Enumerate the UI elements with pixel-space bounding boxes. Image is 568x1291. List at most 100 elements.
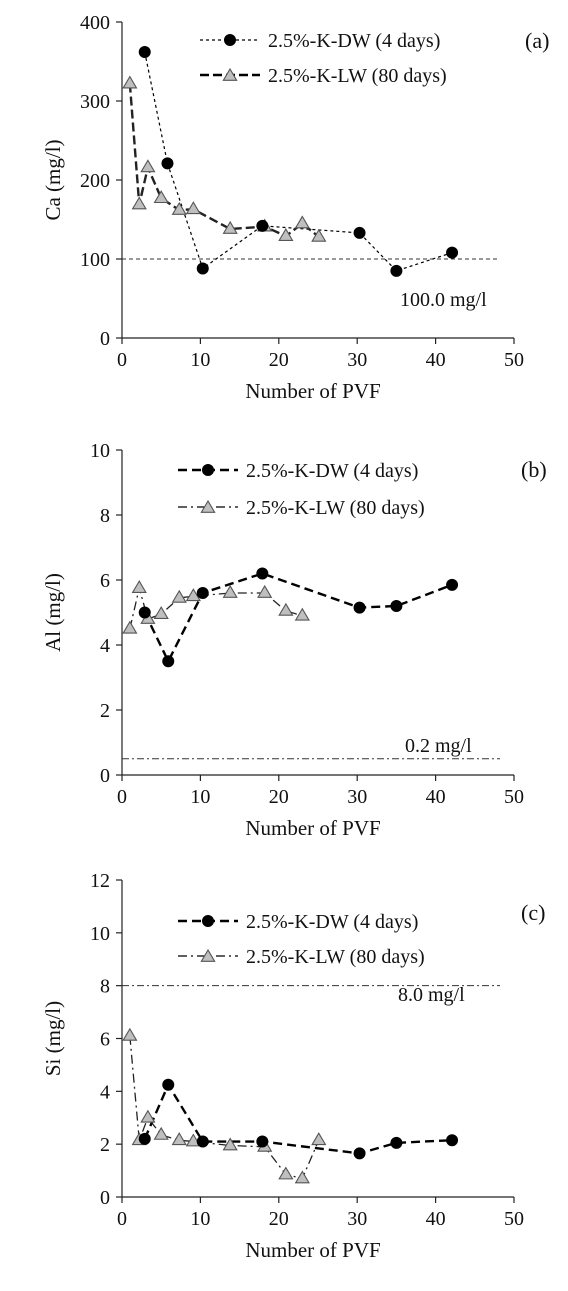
data-point-lw xyxy=(171,201,187,215)
x-tick-label: 20 xyxy=(269,349,289,371)
legend-marker-dw xyxy=(202,464,214,476)
data-point-dw xyxy=(353,226,366,239)
x-tick-label: 10 xyxy=(190,1208,210,1230)
x-tick-label: 10 xyxy=(190,349,210,371)
data-point-dw xyxy=(138,606,151,619)
panel-label: (c) xyxy=(521,900,545,925)
x-tick-label: 0 xyxy=(117,349,127,371)
x-tick-label: 50 xyxy=(504,349,524,371)
data-point-lw xyxy=(131,196,147,210)
x-tick-label: 0 xyxy=(117,1208,127,1230)
data-point-dw xyxy=(196,1135,209,1148)
data-point-dw xyxy=(353,1147,366,1160)
data-point-lw xyxy=(185,588,201,602)
y-tick-label: 0 xyxy=(100,765,110,787)
data-point-lw xyxy=(222,220,238,234)
y-axis-label: Ca (mg/l) xyxy=(41,139,65,220)
legend-marker-lw xyxy=(222,67,238,81)
x-tick-label: 0 xyxy=(117,786,127,808)
data-point-lw xyxy=(153,190,169,204)
data-point-lw xyxy=(294,215,310,229)
legend-label: 2.5%-K-DW (4 days) xyxy=(246,460,418,482)
legend-marker-lw xyxy=(200,948,216,962)
data-point-lw xyxy=(294,1170,310,1184)
x-tick-label: 30 xyxy=(347,786,367,808)
data-point-lw xyxy=(140,159,156,173)
x-tick-label: 40 xyxy=(426,786,446,808)
x-tick-label: 20 xyxy=(269,786,289,808)
data-point-dw xyxy=(446,246,459,259)
x-tick-label: 30 xyxy=(347,349,367,371)
data-point-lw xyxy=(311,1132,327,1146)
y-tick-label: 6 xyxy=(100,1029,110,1051)
data-point-dw xyxy=(162,1078,175,1091)
data-point-lw xyxy=(153,606,169,620)
data-point-lw xyxy=(171,589,187,603)
data-point-dw xyxy=(353,601,366,614)
y-tick-label: 2 xyxy=(100,1134,110,1156)
data-point-dw xyxy=(138,46,151,59)
x-tick-label: 20 xyxy=(269,1208,289,1230)
x-tick-label: 40 xyxy=(426,1208,446,1230)
x-tick-label: 30 xyxy=(347,1208,367,1230)
data-point-lw xyxy=(311,228,327,242)
data-point-lw xyxy=(222,584,238,598)
data-point-dw xyxy=(446,578,459,591)
legend-marker-dw xyxy=(202,915,214,927)
y-tick-label: 4 xyxy=(100,635,110,657)
y-tick-label: 12 xyxy=(90,870,110,892)
legend-label: 2.5%-K-LW (80 days) xyxy=(246,497,425,519)
reference-line-label: 0.2 mg/l xyxy=(405,735,472,757)
x-axis-label: Number of PVF xyxy=(245,816,380,840)
legend-label: 2.5%-K-LW (80 days) xyxy=(246,946,425,968)
legend-label: 2.5%-K-DW (4 days) xyxy=(268,30,440,52)
legend-label: 2.5%-K-DW (4 days) xyxy=(246,911,418,933)
reference-line-label: 100.0 mg/l xyxy=(400,289,487,311)
data-point-lw xyxy=(171,1132,187,1146)
legend-marker-dw xyxy=(224,34,236,46)
y-tick-label: 8 xyxy=(100,505,110,527)
y-tick-label: 10 xyxy=(90,923,110,945)
data-point-dw xyxy=(138,1132,151,1145)
data-point-dw xyxy=(196,587,209,599)
legend-marker-lw xyxy=(200,499,216,513)
y-tick-label: 2 xyxy=(100,700,110,722)
data-point-lw xyxy=(185,1133,201,1147)
data-point-dw xyxy=(390,264,403,277)
x-tick-label: 50 xyxy=(504,1208,524,1230)
chart-panel-1: 0 100 200 300 400 0 10 20 30 40 50 Number of PVF Ca … xyxy=(41,12,549,403)
chart-panel-2: 0 2 4 6 8 10 0 10 20 30 40 50 Number of PVF Al (mg/l)… xyxy=(41,440,547,840)
panel-label: (b) xyxy=(521,457,547,482)
data-point-dw xyxy=(446,1134,459,1147)
data-point-lw xyxy=(122,1027,138,1041)
data-point-dw xyxy=(256,567,269,580)
y-tick-label: 100 xyxy=(80,249,110,271)
data-point-lw xyxy=(294,607,310,621)
legend-label: 2.5%-K-LW (80 days) xyxy=(268,65,447,87)
data-point-lw xyxy=(278,1166,294,1180)
x-tick-label: 50 xyxy=(504,786,524,808)
y-axis-label: Al (mg/l) xyxy=(41,573,65,652)
reference-line-label: 8.0 mg/l xyxy=(398,984,465,1006)
y-tick-label: 6 xyxy=(100,570,110,592)
series-line-lw xyxy=(129,587,303,629)
chart-panel-3: 0 2 4 6 8 10 12 0 10 20 30 40 50 Number of PVF Si (mg/… xyxy=(41,870,545,1262)
y-tick-label: 0 xyxy=(100,328,110,350)
y-tick-label: 0 xyxy=(100,1187,110,1209)
series-line-lw xyxy=(128,83,320,238)
y-tick-label: 200 xyxy=(80,170,110,192)
y-axis-label: Si (mg/l) xyxy=(41,1001,65,1076)
series-line-lw xyxy=(129,1035,320,1180)
data-point-lw xyxy=(122,620,138,634)
x-tick-label: 40 xyxy=(426,349,446,371)
data-point-dw xyxy=(256,219,269,232)
data-point-lw xyxy=(278,602,294,616)
y-tick-label: 400 xyxy=(80,12,110,34)
data-point-lw xyxy=(278,228,294,241)
data-point-dw xyxy=(256,1135,269,1148)
data-point-lw xyxy=(257,584,273,598)
x-axis-label: Number of PVF xyxy=(245,1238,380,1262)
panel-label: (a) xyxy=(525,28,549,53)
data-point-dw xyxy=(196,262,209,275)
